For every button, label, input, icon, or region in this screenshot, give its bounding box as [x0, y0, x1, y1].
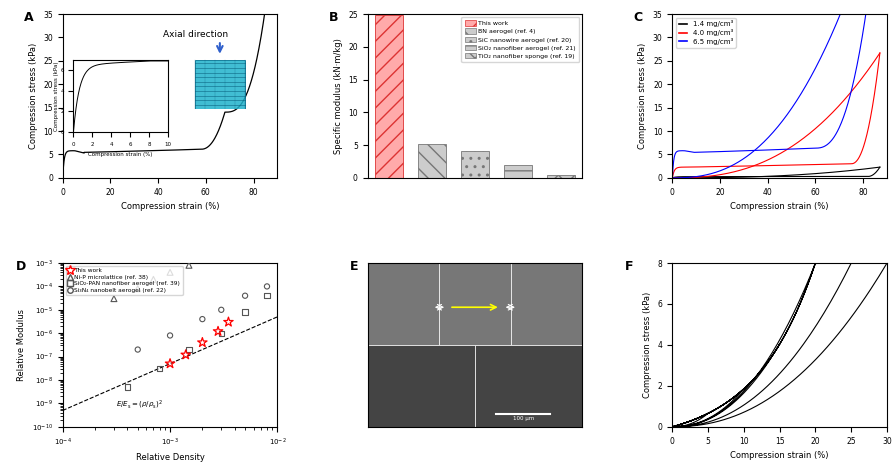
Y-axis label: Relative Modulus: Relative Modulus	[17, 309, 26, 381]
Point	[214, 306, 228, 314]
Point	[107, 295, 121, 303]
Bar	[504, 165, 531, 178]
Text: C: C	[633, 11, 642, 24]
Text: E: E	[350, 260, 359, 273]
Bar	[418, 144, 446, 178]
Point	[195, 255, 210, 263]
Point	[260, 292, 274, 300]
Bar	[367, 263, 439, 345]
Bar	[461, 151, 489, 178]
Point	[214, 329, 228, 337]
Point	[246, 234, 261, 242]
Bar	[475, 345, 582, 427]
X-axis label: Compression strain (%): Compression strain (%)	[121, 202, 220, 211]
Point	[120, 383, 134, 391]
Legend: This work, Ni-P microlattice (ref. 38), SiO₂-PAN nanofiber aerogel (ref. 39), Si: This work, Ni-P microlattice (ref. 38), …	[65, 266, 183, 295]
Point	[152, 365, 167, 372]
Bar	[439, 263, 511, 345]
Text: A: A	[24, 11, 34, 24]
Point	[211, 328, 225, 335]
Legend: 1.4 mg/cm³, 4.0 mg/cm³, 6.5 mg/cm³: 1.4 mg/cm³, 4.0 mg/cm³, 6.5 mg/cm³	[676, 17, 736, 47]
Point	[182, 346, 196, 353]
X-axis label: Compression strain (%): Compression strain (%)	[730, 202, 829, 211]
Point	[214, 248, 228, 256]
Y-axis label: Compression stress (kPa): Compression stress (kPa)	[29, 43, 38, 149]
Bar	[375, 15, 403, 178]
Point	[228, 243, 242, 250]
Point	[195, 315, 210, 323]
Point	[260, 283, 274, 290]
Point	[182, 262, 196, 269]
Point	[131, 285, 145, 293]
Point	[238, 308, 253, 316]
Text: B: B	[329, 11, 339, 24]
Point	[146, 276, 160, 283]
X-axis label: Relative Density: Relative Density	[135, 454, 204, 462]
Text: $E/E_{\rm s} = (\rho/\rho_{\rm s})^2$: $E/E_{\rm s} = (\rho/\rho_{\rm s})^2$	[116, 399, 163, 411]
Point	[163, 269, 177, 276]
Point	[238, 292, 253, 300]
Point	[195, 339, 210, 346]
Y-axis label: Specific modulus (kN·m/kg): Specific modulus (kN·m/kg)	[333, 38, 342, 154]
Point	[178, 351, 193, 358]
Point	[221, 318, 236, 326]
Bar	[511, 263, 582, 345]
Text: F: F	[625, 260, 633, 273]
Text: 100 μm: 100 μm	[513, 416, 534, 421]
Y-axis label: Compression stress (kPa): Compression stress (kPa)	[638, 43, 647, 149]
Point	[131, 346, 145, 353]
Legend: This work, BN aerogel (ref. 4), SiC nanowire aerogel (ref. 20), SiO₂ nanofiber a: This work, BN aerogel (ref. 4), SiC nano…	[461, 17, 579, 62]
Y-axis label: Compression stress (kPa): Compression stress (kPa)	[643, 292, 652, 398]
Text: D: D	[15, 260, 26, 273]
X-axis label: Compression strain (%): Compression strain (%)	[730, 451, 829, 460]
Text: Axial direction: Axial direction	[163, 30, 228, 39]
Bar	[547, 175, 574, 178]
Bar	[367, 345, 475, 427]
Point	[163, 360, 177, 367]
Point	[163, 332, 177, 339]
Point	[238, 238, 253, 246]
Point	[260, 229, 274, 236]
